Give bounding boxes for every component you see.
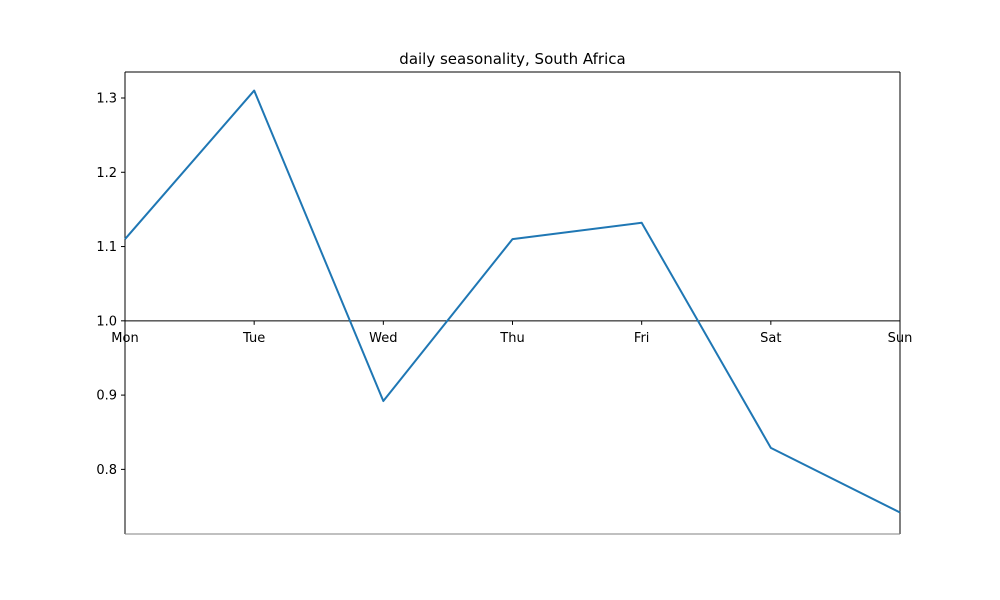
y-tick-label: 0.9 [96,389,117,404]
x-tick-label: Tue [242,331,265,346]
x-tick-label: Mon [111,331,138,346]
x-tick-label: Sun [888,331,913,346]
y-tick-label: 1.3 [96,91,117,106]
series-layer [124,89,901,514]
y-tick-label: 1.0 [96,314,117,329]
x-tick-label: Thu [499,331,524,346]
chart-title: daily seasonality, South Africa [399,50,625,68]
x-axis: Mon Tue Wed Thu Fri Sat Sun [111,320,913,346]
x-tick-label: Sat [760,331,781,346]
x-tick-label: Fri [634,331,650,346]
y-tick-label: 1.1 [96,240,117,255]
y-tick-label: 0.8 [96,463,117,478]
y-tick-label: 1.2 [96,166,117,181]
y-axis: 0.8 0.9 1.0 1.1 1.2 1.3 [96,91,125,478]
plot-area [125,72,900,534]
x-tick-label: Wed [369,331,397,346]
